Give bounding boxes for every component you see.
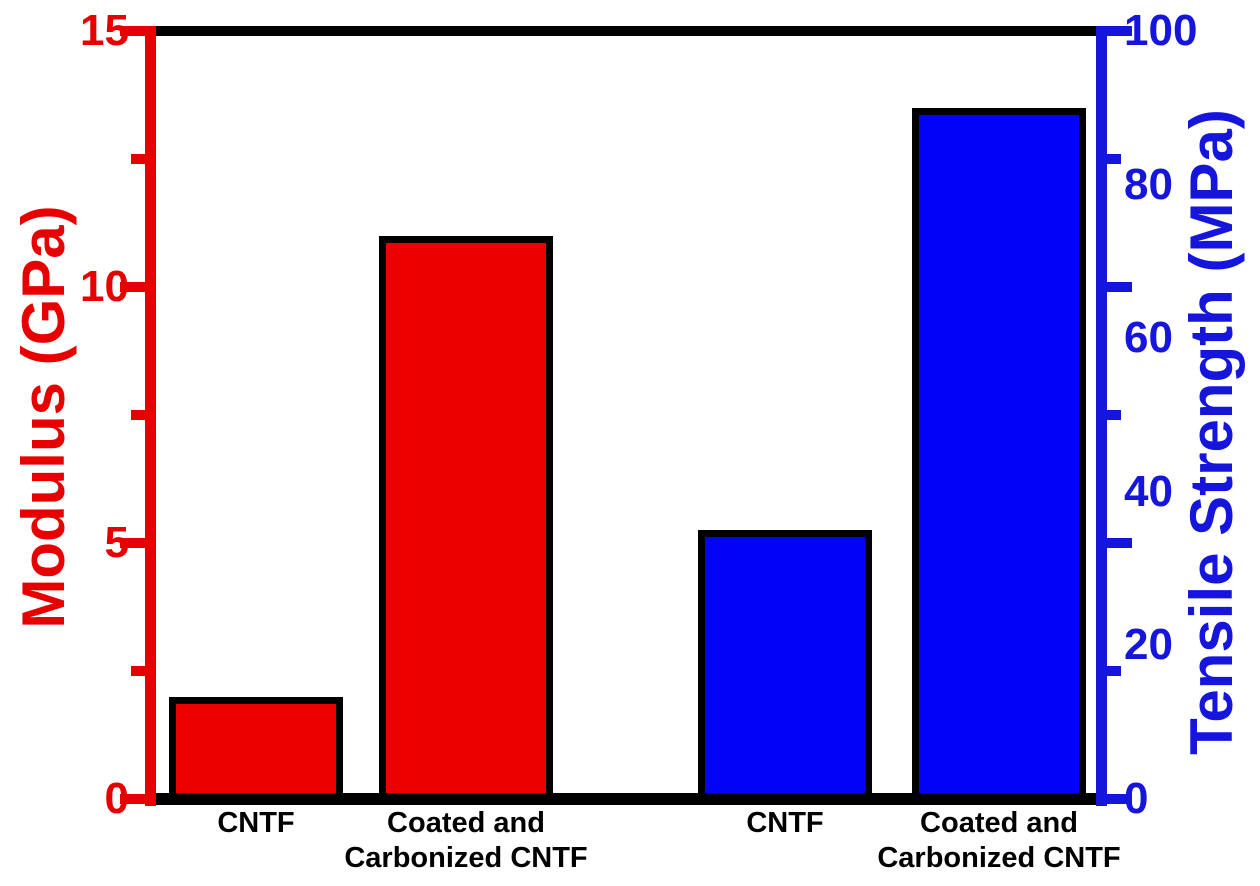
right-axis-major-tick xyxy=(1106,26,1132,36)
left-axis-tick-label: 5 xyxy=(104,518,129,567)
left-axis-tick-label: 0 xyxy=(104,774,129,823)
category-label: CNTF xyxy=(217,807,295,839)
right-y-axis-title: Tensile Strength (MPa) xyxy=(1178,109,1245,755)
tensile-bar-coated-carbonized xyxy=(912,107,1086,799)
left-axis-major-tick xyxy=(120,282,146,292)
x-axis-line xyxy=(145,793,1107,805)
right-axis-tick-label: 40 xyxy=(1124,466,1173,516)
right-axis-tick-label: 0 xyxy=(1124,774,1149,823)
right-axis-major-tick xyxy=(1106,794,1132,804)
left-axis-major-tick xyxy=(120,538,146,548)
left-axis-major-tick xyxy=(120,26,146,36)
plot-top-border xyxy=(145,26,1107,36)
right-axis-minor-tick xyxy=(1106,410,1121,420)
left-axis-minor-tick xyxy=(131,154,146,164)
category-label: Coated and Carbonized CNTF xyxy=(344,807,588,874)
right-axis-tick-label: 100 xyxy=(1124,6,1198,55)
right-axis-tick-label: 60 xyxy=(1124,313,1173,363)
tensile-bar-cntf xyxy=(698,530,872,799)
left-axis-minor-tick xyxy=(131,410,146,420)
category-label: Coated and Carbonized CNTF xyxy=(877,807,1121,874)
right-axis-minor-tick xyxy=(1106,154,1121,164)
right-axis-tick-label: 20 xyxy=(1124,620,1173,670)
left-axis-tick-label: 10 xyxy=(80,262,129,311)
left-axis-tick-label: 15 xyxy=(80,6,129,55)
left-axis-minor-tick xyxy=(131,666,146,676)
modulus-bar-cntf xyxy=(169,696,343,799)
right-y-axis-line xyxy=(1096,26,1107,806)
left-y-axis-line xyxy=(145,26,156,806)
left-axis-major-tick xyxy=(120,794,146,804)
right-axis-minor-tick xyxy=(1106,666,1121,676)
category-label: CNTF xyxy=(746,807,824,839)
left-y-axis-title: Modulus (GPa) xyxy=(10,205,77,629)
modulus-bar-coated-carbonized xyxy=(379,235,553,799)
right-axis-major-tick xyxy=(1106,282,1132,292)
right-axis-tick-label: 80 xyxy=(1124,159,1173,209)
right-axis-major-tick xyxy=(1106,538,1132,548)
